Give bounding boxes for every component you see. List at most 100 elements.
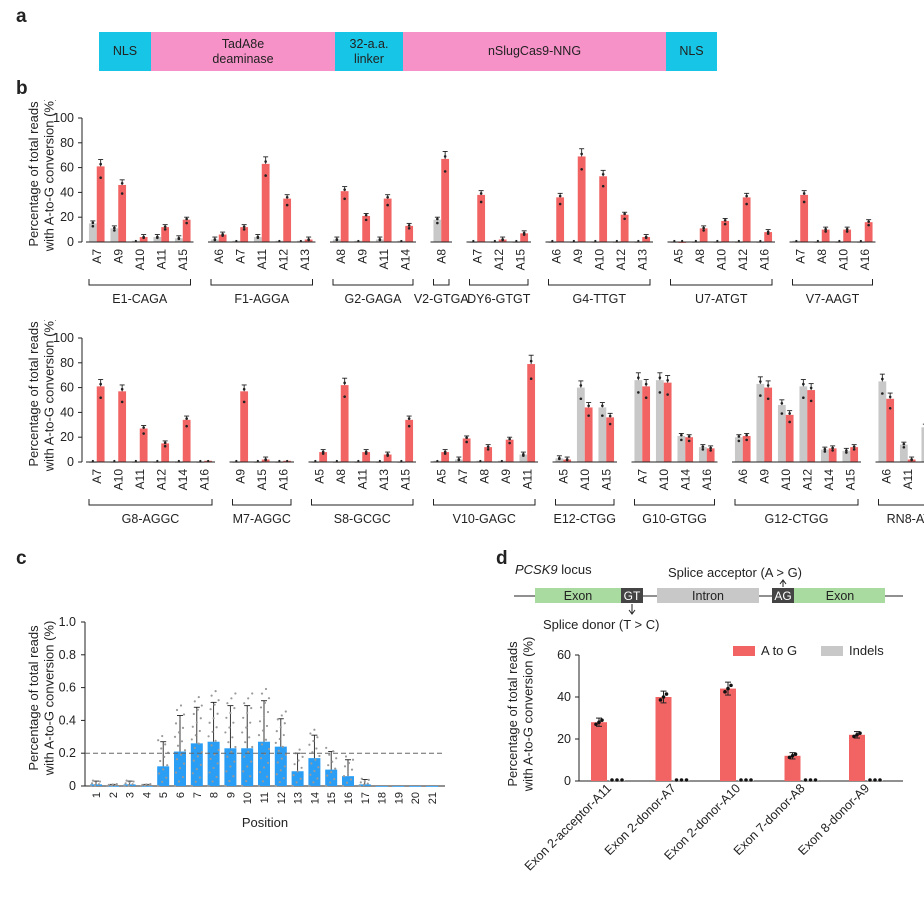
bar-control-g12-ctgg-a14 [820, 449, 829, 462]
group-label-e12-ctgg: E12-CTGG [553, 512, 616, 526]
replicate-dot [301, 755, 304, 758]
replicate-dot [701, 448, 705, 451]
replicate-dot [345, 781, 349, 784]
replicate-dot [644, 396, 648, 400]
locus-title: PCSK9 locus [515, 562, 592, 577]
replicate-dot [407, 417, 411, 420]
replicate-dot [780, 412, 784, 415]
bar-editor-u7-atgt-a12 [742, 197, 751, 242]
legend-swatch-indels [821, 646, 843, 656]
bar-editor-f1-agga-a6 [218, 234, 227, 242]
construct-segment-nls-1: NLS [99, 32, 151, 71]
group-label-m7-aggc: M7-AGGC [233, 512, 291, 526]
y-tick-label: 80 [60, 136, 74, 150]
splice-donor-arrowhead [628, 609, 636, 615]
x-tick-label-u7-atgt-a16: A16 [757, 249, 771, 271]
replicate-dot [279, 726, 282, 729]
locus-word: locus [558, 562, 592, 577]
replicate-dot [243, 702, 246, 705]
replicate-dot [260, 743, 264, 746]
bar-position-16 [342, 776, 354, 786]
replicate-dot [182, 762, 186, 765]
replicate-dot [174, 722, 178, 725]
replicate-dot [216, 712, 219, 715]
replicate-dot [601, 184, 605, 188]
legend-swatch-a-to-g [733, 646, 755, 656]
replicate-dot [601, 414, 604, 417]
x-tick-label-position-16: 16 [343, 792, 355, 804]
x-tick-label-position-13: 13 [293, 792, 305, 804]
replicate-dot [195, 767, 198, 771]
bar-editor-e1-caga-a9 [118, 184, 127, 242]
bar-editor-v7-aagt-a7 [800, 194, 809, 242]
replicate-dot [264, 687, 268, 691]
replicate-dot [479, 200, 483, 204]
replicate-dot [224, 731, 227, 734]
x-tick-label-g10-gtgg-a14: A14 [678, 469, 692, 491]
replicate-dot [197, 695, 200, 699]
replicate-dot [194, 780, 197, 783]
replicate-dot [175, 758, 179, 761]
y-axis-label-line: with A-to-G conversion (%) [42, 100, 57, 252]
replicate-dot [179, 753, 183, 756]
bar-control-e1-caga-a7 [88, 223, 97, 242]
bar-editor-g12-ctgg-a10 [785, 414, 794, 462]
replicate-dot [335, 238, 339, 241]
bar-editor-g8-aggc-a7 [96, 386, 105, 462]
replicate-dot [873, 778, 877, 782]
replicate-dot [888, 406, 892, 410]
replicate-dot [182, 713, 186, 716]
replicate-dot [594, 722, 598, 727]
replicate-dot [211, 780, 214, 783]
group-label-rn8-atgg: RN8-ATGG [887, 512, 924, 526]
replicate-dot [275, 773, 278, 776]
replicate-dot [245, 726, 248, 729]
replicate-dot [243, 755, 246, 758]
replicate-dot [91, 221, 95, 225]
group-label-g8-aggc: G8-AGGC [122, 512, 180, 526]
x-tick-label-dy6-gtgt-a7: A7 [470, 249, 484, 264]
group-label-e1-caga: E1-CAGA [112, 292, 168, 306]
replicate-dot [845, 230, 849, 233]
replicate-dot [315, 747, 318, 750]
replicate-dot [809, 386, 813, 390]
x-tick-label-g4-ttgt-a12: A12 [614, 249, 628, 271]
replicate-dot [329, 781, 332, 784]
x-tick-label-rn8-atgg-a6: A6 [879, 469, 893, 484]
replicate-dot [600, 718, 604, 722]
replicate-dot [358, 784, 361, 788]
replicate-dot [479, 192, 483, 195]
replicate-dot [183, 749, 187, 752]
replicate-dot [364, 218, 368, 222]
replicate-dot [637, 376, 640, 380]
x-tick-label-position-12: 12 [276, 792, 288, 804]
bar-control-g12-ctgg-a10 [777, 404, 786, 462]
replicate-dot [260, 692, 264, 695]
replicate-dot [333, 777, 336, 781]
x-tick-label-v10-gagc-a5: A5 [434, 469, 448, 484]
bar-editor-v10-gagc-a5 [441, 452, 450, 462]
y-tick-label: 60 [60, 381, 74, 395]
replicate-dot [723, 690, 727, 694]
exon-label-1: Exon [564, 589, 593, 603]
replicate-dot [295, 781, 298, 784]
x-tick-label-g10-gtgg-a16: A16 [700, 469, 714, 491]
bar-editor-u7-atgt-a10 [721, 220, 730, 242]
x-tick-label-g8-aggc-a12: A12 [154, 469, 168, 491]
x-tick-label-u7-atgt-a12: A12 [736, 249, 750, 271]
bar-editor-v7-aagt-a16 [864, 222, 873, 242]
replicate-dot [580, 152, 583, 156]
legend-label-indels: Indels [849, 643, 884, 658]
replicate-dot [501, 238, 504, 241]
group-bracket [332, 279, 414, 286]
replicate-dot [343, 188, 346, 191]
replicate-dot [803, 778, 808, 782]
replicate-dot [230, 750, 233, 754]
exon-label-2: Exon [826, 589, 855, 603]
replicate-dot [263, 701, 267, 704]
splice-donor-label: Splice donor (T > C) [543, 617, 659, 632]
replicate-dot [226, 702, 229, 705]
replicate-dot [217, 748, 220, 751]
